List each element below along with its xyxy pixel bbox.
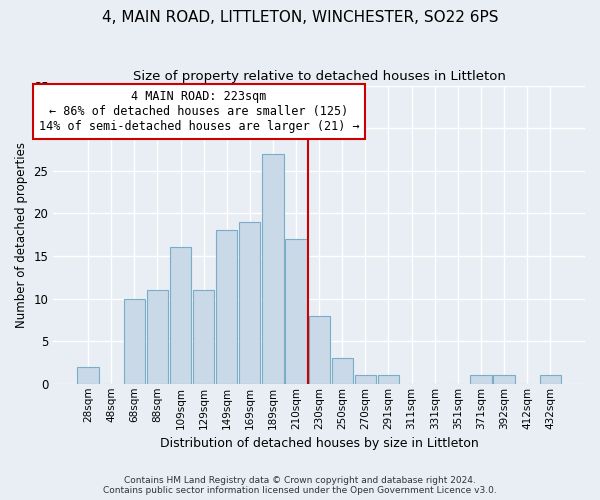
- Bar: [147, 290, 168, 384]
- Y-axis label: Number of detached properties: Number of detached properties: [15, 142, 28, 328]
- Bar: [77, 366, 99, 384]
- Bar: [286, 239, 307, 384]
- Bar: [216, 230, 238, 384]
- Text: 4 MAIN ROAD: 223sqm
← 86% of detached houses are smaller (125)
14% of semi-detac: 4 MAIN ROAD: 223sqm ← 86% of detached ho…: [38, 90, 359, 133]
- Title: Size of property relative to detached houses in Littleton: Size of property relative to detached ho…: [133, 70, 506, 83]
- Bar: [355, 375, 376, 384]
- Bar: [262, 154, 284, 384]
- Bar: [193, 290, 214, 384]
- Bar: [378, 375, 399, 384]
- Bar: [170, 248, 191, 384]
- Bar: [308, 316, 330, 384]
- Text: Contains HM Land Registry data © Crown copyright and database right 2024.
Contai: Contains HM Land Registry data © Crown c…: [103, 476, 497, 495]
- Bar: [470, 375, 491, 384]
- X-axis label: Distribution of detached houses by size in Littleton: Distribution of detached houses by size …: [160, 437, 479, 450]
- Bar: [539, 375, 561, 384]
- Bar: [124, 298, 145, 384]
- Bar: [332, 358, 353, 384]
- Text: 4, MAIN ROAD, LITTLETON, WINCHESTER, SO22 6PS: 4, MAIN ROAD, LITTLETON, WINCHESTER, SO2…: [102, 10, 498, 25]
- Bar: [493, 375, 515, 384]
- Bar: [239, 222, 260, 384]
